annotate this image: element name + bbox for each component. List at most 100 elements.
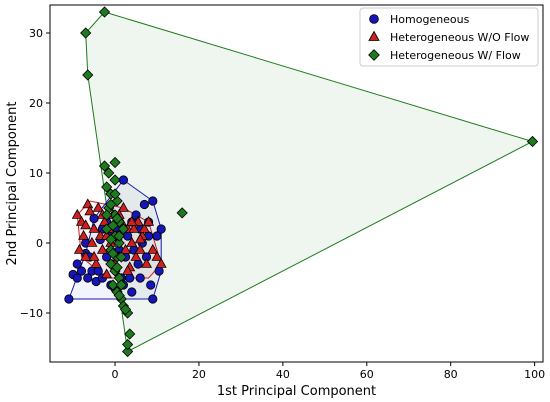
point-s1-26 [126, 236, 138, 247]
point-s1-27 [128, 222, 140, 233]
legend-label-2: Heterogeneous W/ Flow [390, 49, 521, 62]
point-s2-43 [109, 174, 121, 186]
point-s0-37 [154, 266, 164, 276]
plot-frame [49, 4, 544, 363]
point-s0-2 [72, 273, 82, 283]
point-s2-30 [119, 303, 132, 316]
point-s2-11 [101, 181, 113, 193]
point-s0-34 [148, 196, 158, 206]
y-tick-label: 0 [36, 237, 43, 250]
legend-marker-0 [369, 14, 379, 24]
point-s1-37 [155, 257, 167, 268]
point-s0-0 [64, 294, 74, 304]
x-axis-label: 1st Principal Component [217, 384, 376, 399]
point-s2-39 [115, 279, 127, 291]
legend: Homogeneous Heterogeneous W/O Flow Heterog… [359, 7, 539, 67]
x-tick-label: 60 [360, 368, 374, 381]
point-s0-33 [146, 280, 156, 290]
y-tick-label: 10 [29, 167, 43, 180]
point-s2-35 [109, 188, 121, 200]
point-s0-44 [127, 287, 137, 297]
x-tick-label: 40 [276, 368, 290, 381]
point-s1-32 [138, 222, 150, 233]
point-s1-41 [134, 233, 146, 244]
point-s0-27 [133, 259, 143, 269]
point-s1-36 [151, 250, 163, 261]
point-s2-19 [113, 237, 125, 249]
point-s0-23 [125, 273, 135, 283]
point-s0-7 [89, 213, 99, 224]
point-s1-13 [99, 215, 111, 226]
y-axis-label: 2nd Principal Component [5, 102, 20, 266]
point-s1-14 [101, 268, 113, 279]
legend-marker-2 [368, 49, 380, 61]
point-s1-12 [96, 243, 108, 254]
point-s1-33 [140, 257, 153, 268]
data-points [64, 6, 539, 358]
point-s0-45 [135, 273, 145, 283]
point-s1-9 [90, 257, 102, 268]
point-s0-38 [156, 224, 166, 234]
point-s2-22 [105, 258, 117, 270]
legend-marker-1 [368, 30, 380, 41]
point-s2-42 [101, 209, 113, 221]
point-s2-40 [117, 223, 130, 235]
point-s1-22 [117, 201, 129, 212]
point-s2-6 [122, 338, 134, 351]
point-s1-0 [71, 208, 83, 219]
legend-label-0: Homogeneous [390, 13, 470, 26]
legend-label-1: Heterogeneous W/O Flow [390, 31, 529, 44]
point-s0-3 [76, 266, 87, 276]
point-s1-6 [84, 205, 96, 216]
point-s2-3 [526, 135, 539, 148]
point-s2-8 [98, 160, 111, 172]
legend-box [359, 7, 539, 67]
point-s2-10 [109, 156, 121, 169]
point-s2-41 [115, 251, 127, 263]
point-s2-2 [82, 69, 94, 81]
point-s1-1 [73, 243, 85, 254]
y-axis-ticks: −10 0 10 20 30 [20, 27, 50, 320]
y-tick-label: 30 [29, 27, 43, 40]
point-s1-10 [92, 201, 104, 212]
point-s1-28 [130, 250, 142, 261]
point-s2-5 [122, 345, 134, 358]
point-s2-25 [107, 279, 119, 291]
point-s1-23 [120, 243, 132, 254]
point-s1-4 [80, 250, 92, 261]
point-s2-1 [80, 27, 92, 39]
point-s2-4 [176, 207, 188, 219]
x-tick-label: 0 [112, 368, 119, 381]
point-s2-36 [113, 230, 125, 242]
point-s2-37 [107, 247, 119, 260]
point-s1-7 [86, 236, 98, 247]
point-s1-5 [82, 198, 94, 209]
point-s0-39 [72, 259, 82, 269]
point-s1-30 [134, 243, 146, 254]
point-s2-32 [107, 219, 119, 232]
point-s1-8 [88, 222, 100, 233]
point-s1-45 [126, 215, 138, 226]
x-tick-label: 100 [524, 368, 545, 381]
y-tick-label: −10 [20, 307, 43, 320]
point-s1-35 [147, 243, 159, 254]
x-tick-label: 80 [444, 368, 458, 381]
point-s1-38 [80, 219, 92, 230]
point-s2-7 [124, 328, 136, 340]
y-tick-label: 20 [29, 97, 43, 110]
point-s2-34 [105, 198, 117, 211]
point-s1-34 [143, 215, 155, 226]
point-s2-9 [103, 167, 115, 179]
point-s2-0 [98, 6, 111, 18]
point-s2-31 [105, 233, 117, 246]
x-axis-ticks: 0 20 40 60 80 100 [112, 362, 545, 381]
x-tick-label: 20 [192, 368, 206, 381]
point-s0-35 [148, 294, 158, 304]
point-s2-38 [111, 261, 123, 274]
point-s1-42 [122, 264, 134, 275]
point-s0-30 [139, 199, 150, 210]
point-s2-33 [111, 212, 123, 225]
point-s0-5 [83, 273, 93, 283]
point-s1-43 [88, 250, 100, 261]
